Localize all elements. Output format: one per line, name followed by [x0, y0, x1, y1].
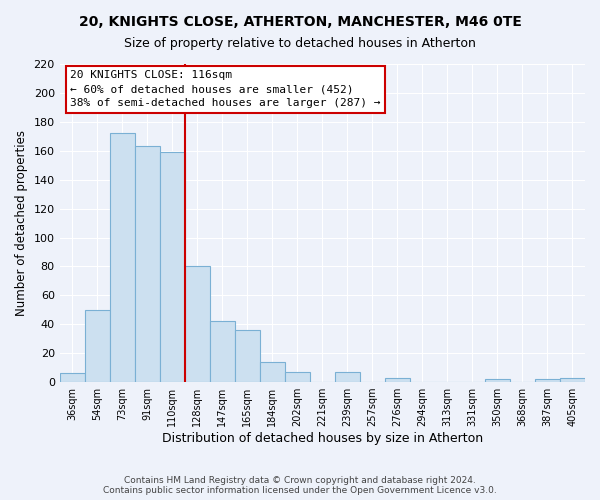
Text: 20 KNIGHTS CLOSE: 116sqm
← 60% of detached houses are smaller (452)
38% of semi-: 20 KNIGHTS CLOSE: 116sqm ← 60% of detach… — [70, 70, 380, 108]
Bar — [85, 310, 110, 382]
Bar — [560, 378, 585, 382]
Text: 20, KNIGHTS CLOSE, ATHERTON, MANCHESTER, M46 0TE: 20, KNIGHTS CLOSE, ATHERTON, MANCHESTER,… — [79, 15, 521, 29]
Bar — [335, 372, 360, 382]
Bar — [535, 379, 560, 382]
Bar — [260, 362, 285, 382]
Bar — [235, 330, 260, 382]
Text: Contains HM Land Registry data © Crown copyright and database right 2024.
Contai: Contains HM Land Registry data © Crown c… — [103, 476, 497, 495]
Bar — [210, 322, 235, 382]
Bar — [385, 378, 410, 382]
Y-axis label: Number of detached properties: Number of detached properties — [15, 130, 28, 316]
Bar — [160, 152, 185, 382]
Bar — [485, 379, 510, 382]
Bar — [110, 134, 135, 382]
Bar — [285, 372, 310, 382]
X-axis label: Distribution of detached houses by size in Atherton: Distribution of detached houses by size … — [162, 432, 483, 445]
Bar — [59, 374, 85, 382]
Text: Size of property relative to detached houses in Atherton: Size of property relative to detached ho… — [124, 38, 476, 51]
Bar — [185, 266, 210, 382]
Bar — [135, 146, 160, 382]
